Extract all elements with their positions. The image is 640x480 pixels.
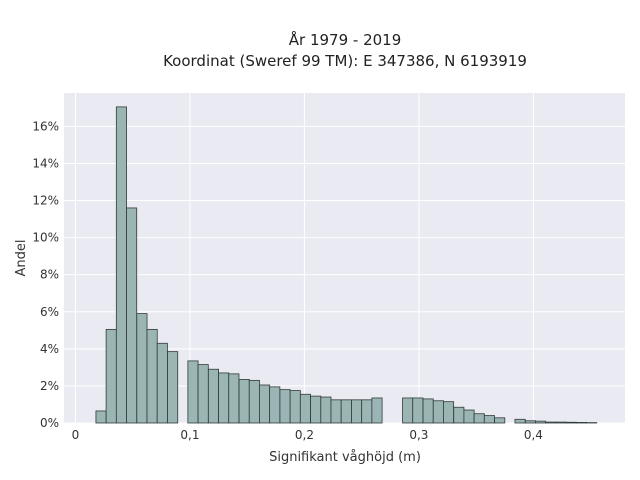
x-tick-label: 0 [72,428,80,442]
histogram-bar [575,422,587,424]
histogram-bar [197,364,209,424]
histogram-bar [494,417,506,424]
histogram-bar [340,399,352,424]
y-axis-ticks: 0% 2% 4% 6% 8% 10% 12% 14% 16% [32,119,59,430]
histogram-bar [228,373,240,424]
histogram-bar [136,313,148,424]
chart-subtitle: Koordinat (Sweref 99 TM): E 347386, N 61… [163,52,527,70]
y-tick-label: 4% [40,342,59,356]
y-tick-label: 14% [32,156,59,170]
histogram-bar [167,351,179,424]
histogram-bar [95,410,107,424]
histogram-bar [126,207,138,424]
histogram-bar [187,360,199,424]
histogram-bar [535,420,547,424]
histogram-bar [463,409,475,424]
histogram-bar [432,400,444,424]
histogram-bar [248,379,260,424]
histogram-bar [330,399,342,424]
x-tick-label: 0,2 [295,428,314,442]
histogram-bar [545,421,557,424]
histogram-bar [105,328,117,424]
y-tick-label: 6% [40,305,59,319]
histogram-bar [320,396,332,424]
histogram-bar [289,390,301,424]
y-tick-label: 8% [40,268,59,282]
histogram-bar [115,106,127,424]
x-tick-label: 0,3 [409,428,428,442]
histogram-bar [473,413,485,424]
histogram-bar [279,389,291,424]
x-axis-ticks: 0 0,1 0,2 0,3 0,4 [72,428,543,442]
y-axis-label: Andel [14,240,29,277]
histogram-bar [443,401,455,424]
y-tick-label: 0% [40,416,59,430]
histogram-bar [299,393,311,424]
x-axis-label: Signifikant våghöjd (m) [269,450,421,465]
histogram-bar [412,397,424,424]
histogram-bar [310,395,322,424]
histogram-bar [218,372,230,424]
histogram-bar [269,386,281,424]
histogram-bar [483,415,495,424]
histogram-bar [351,399,363,424]
histogram-bar [514,418,526,424]
histogram-bar [146,328,158,424]
histogram-bar [361,399,373,424]
x-tick-label: 0,1 [180,428,199,442]
y-tick-label: 16% [32,119,59,133]
y-tick-label: 10% [32,231,59,245]
histogram-bar [422,398,434,424]
histogram-bar [524,420,536,424]
y-tick-label: 2% [40,379,59,393]
x-tick-label: 0,4 [524,428,543,442]
histogram-bar [207,368,219,424]
histogram-bar [259,384,271,424]
histogram-bar [565,421,577,424]
histogram-bar [238,379,250,424]
histogram-bar [453,406,465,424]
histogram-bar [402,397,414,424]
y-tick-label: 12% [32,194,59,208]
bars [95,106,598,424]
histogram-bar [371,397,383,424]
chart-title: År 1979 - 2019 [289,30,402,49]
histogram-bar [156,342,168,424]
histogram-bar [555,421,567,424]
